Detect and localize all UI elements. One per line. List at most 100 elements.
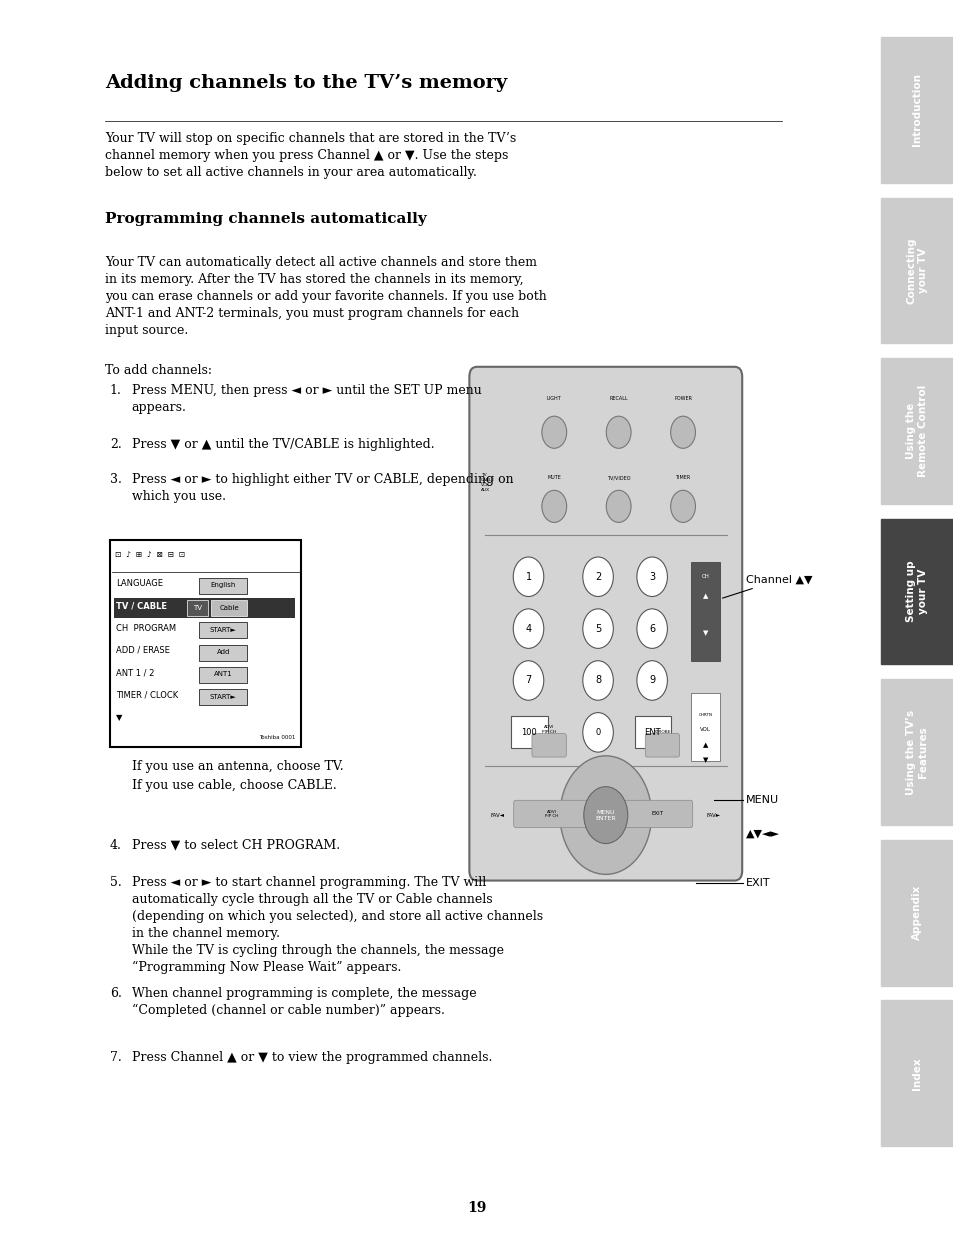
- Circle shape: [513, 661, 543, 700]
- Text: CH: CH: [700, 574, 709, 579]
- Text: Your TV can automatically detect all active channels and store them
in its memor: Your TV can automatically detect all act…: [105, 256, 546, 337]
- Text: EXIT: EXIT: [651, 811, 662, 816]
- Text: ADVI
PIP CH: ADVI PIP CH: [544, 810, 558, 818]
- Bar: [199, 645, 247, 661]
- Text: MENU
ENTER: MENU ENTER: [595, 810, 616, 820]
- Text: ▲: ▲: [702, 742, 707, 748]
- Text: Using the
Remote Control: Using the Remote Control: [905, 385, 927, 477]
- FancyBboxPatch shape: [513, 800, 589, 827]
- Text: EXIT: EXIT: [745, 878, 770, 888]
- Bar: [110, 540, 300, 747]
- Text: Press MENU, then press ◄ or ► until the SET UP menu
appears.: Press MENU, then press ◄ or ► until the …: [132, 384, 481, 414]
- Bar: [211, 600, 247, 616]
- Text: TIMER: TIMER: [675, 475, 690, 480]
- Text: TV: TV: [193, 605, 202, 610]
- Text: ▼: ▼: [702, 757, 707, 763]
- Text: FAV►: FAV►: [706, 813, 720, 818]
- Text: 100: 100: [520, 727, 536, 737]
- Circle shape: [637, 557, 667, 597]
- Text: ANT1: ANT1: [213, 672, 233, 677]
- Text: CHRTN: CHRTN: [698, 713, 712, 716]
- Text: 5.: 5.: [110, 876, 121, 889]
- Bar: [691, 562, 720, 661]
- Bar: [199, 667, 247, 683]
- Text: Introduction: Introduction: [911, 73, 922, 147]
- Circle shape: [582, 609, 613, 648]
- Text: Your TV will stop on specific channels that are stored in the TV’s
channel memor: Your TV will stop on specific channels t…: [105, 132, 516, 179]
- Text: VOL: VOL: [700, 727, 710, 732]
- Circle shape: [670, 416, 695, 448]
- Text: English: English: [211, 583, 235, 588]
- Circle shape: [637, 609, 667, 648]
- Text: Using the TV’s
Features: Using the TV’s Features: [905, 710, 927, 794]
- Text: Appendix: Appendix: [911, 885, 922, 940]
- Text: Press ▼ to select CH PROGRAM.: Press ▼ to select CH PROGRAM.: [132, 839, 339, 852]
- Text: POWER: POWER: [674, 396, 691, 401]
- Text: TV
CABLE
VCR
AUX: TV CABLE VCR AUX: [480, 473, 495, 492]
- FancyBboxPatch shape: [469, 367, 741, 881]
- Circle shape: [541, 490, 566, 522]
- Text: Press Channel ▲ or ▼ to view the programmed channels.: Press Channel ▲ or ▼ to view the program…: [132, 1051, 492, 1065]
- Text: TIMER / CLOCK: TIMER / CLOCK: [116, 690, 178, 699]
- Bar: [187, 600, 208, 616]
- Bar: [880, 679, 953, 825]
- Text: MENU: MENU: [745, 795, 779, 805]
- Bar: [691, 693, 720, 761]
- Circle shape: [583, 787, 627, 844]
- Text: 6.: 6.: [110, 987, 121, 1000]
- Text: ▲: ▲: [702, 593, 707, 599]
- Text: CH  PROGRAM: CH PROGRAM: [116, 624, 176, 632]
- Text: When channel programming is complete, the message
“Completed (channel or cable n: When channel programming is complete, th…: [132, 987, 476, 1018]
- Text: Index: Index: [911, 1057, 922, 1089]
- Bar: [880, 358, 953, 504]
- Circle shape: [513, 609, 543, 648]
- Text: ▲▼◄►: ▲▼◄►: [745, 829, 780, 839]
- Circle shape: [605, 490, 631, 522]
- Bar: [880, 840, 953, 986]
- Text: 0: 0: [595, 727, 600, 737]
- Text: 4: 4: [525, 624, 531, 634]
- Text: 6: 6: [648, 624, 655, 634]
- Circle shape: [582, 661, 613, 700]
- Circle shape: [559, 756, 651, 874]
- Circle shape: [637, 661, 667, 700]
- Text: Programming channels automatically: Programming channels automatically: [105, 212, 426, 226]
- Text: Adding channels to the TV’s memory: Adding channels to the TV’s memory: [105, 74, 507, 93]
- Circle shape: [513, 557, 543, 597]
- Text: ADD / ERASE: ADD / ERASE: [116, 646, 170, 655]
- Bar: [113, 598, 294, 618]
- Circle shape: [670, 490, 695, 522]
- Text: 3: 3: [648, 572, 655, 582]
- Text: TV / CABLE: TV / CABLE: [116, 601, 167, 610]
- Bar: [199, 622, 247, 638]
- Text: STROBE: STROBE: [653, 730, 671, 734]
- Text: ANT 1 / 2: ANT 1 / 2: [116, 668, 154, 677]
- Text: Press ◄ or ► to highlight either TV or CABLE, depending on
which you use.: Press ◄ or ► to highlight either TV or C…: [132, 473, 513, 503]
- Text: RECALL: RECALL: [609, 396, 627, 401]
- Text: ADVI
PIP CH: ADVI PIP CH: [541, 725, 556, 734]
- Bar: [199, 578, 247, 594]
- Text: If you use an antenna, choose TV.
If you use cable, choose CABLE.: If you use an antenna, choose TV. If you…: [132, 760, 343, 792]
- Text: Channel ▲▼: Channel ▲▼: [721, 576, 812, 598]
- Text: 7: 7: [525, 676, 531, 685]
- Circle shape: [582, 557, 613, 597]
- Bar: [635, 716, 671, 748]
- Text: START►: START►: [210, 627, 236, 632]
- Text: ENT: ENT: [643, 727, 659, 737]
- Bar: [880, 519, 953, 664]
- Text: 19: 19: [467, 1200, 486, 1215]
- Text: Connecting
your TV: Connecting your TV: [905, 237, 927, 304]
- Text: Press ▼ or ▲ until the TV/CABLE is highlighted.: Press ▼ or ▲ until the TV/CABLE is highl…: [132, 438, 434, 452]
- Circle shape: [605, 416, 631, 448]
- Text: 1.: 1.: [110, 384, 121, 398]
- Text: Setting up
your TV: Setting up your TV: [905, 561, 927, 622]
- Text: 9: 9: [648, 676, 655, 685]
- Bar: [511, 716, 547, 748]
- Text: Press ◄ or ► to start channel programming. The TV will
automatically cycle throu: Press ◄ or ► to start channel programmin…: [132, 876, 542, 974]
- Text: 4.: 4.: [110, 839, 121, 852]
- Text: To add channels:: To add channels:: [105, 364, 212, 378]
- Text: Toshiba 0001: Toshiba 0001: [259, 735, 295, 740]
- FancyBboxPatch shape: [644, 734, 679, 757]
- Text: 7.: 7.: [110, 1051, 121, 1065]
- Text: ▼: ▼: [702, 630, 707, 636]
